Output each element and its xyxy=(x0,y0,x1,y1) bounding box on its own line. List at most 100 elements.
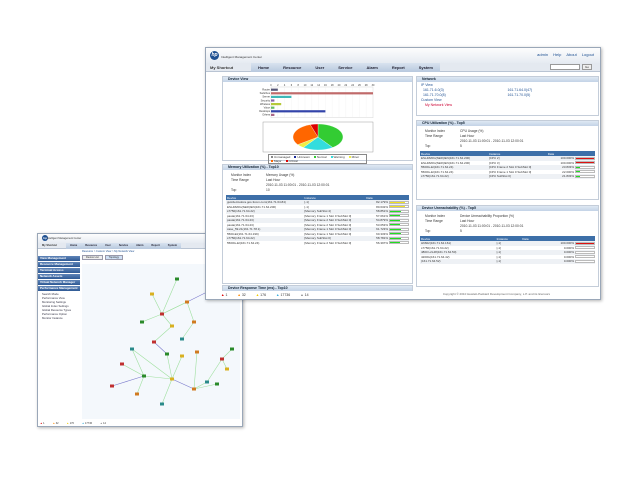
go-button[interactable]: Go xyxy=(581,64,592,70)
alarm-count[interactable]: ▲ 14 xyxy=(300,293,308,297)
tab-alarm[interactable]: Alarm xyxy=(366,65,378,70)
table-row[interactable]: pasta(161.71.64.23) [Memory Frame 1 Slot … xyxy=(226,214,409,219)
table-row[interactable]: case_59.21(161.71.78.1) [Memory Frame 1 S… xyxy=(226,227,409,232)
column-header[interactable]: Device xyxy=(420,151,488,156)
alarm-count[interactable]: ▲ 1 xyxy=(40,422,45,425)
column-header[interactable]: Instance xyxy=(495,236,522,241)
device-cell[interactable]: 5500G-EI(161.71.64.24) xyxy=(421,169,454,174)
tab-system[interactable]: System xyxy=(167,244,178,247)
device-cell[interactable]: 5500G-EI(161.71.64.24) xyxy=(227,240,260,245)
table-row[interactable]: (161.71.64.52) [-1] 0.000% xyxy=(420,259,595,264)
tab-home[interactable]: Home xyxy=(70,244,78,247)
sidebar-section[interactable]: Resource Management xyxy=(38,262,80,267)
alarm-count[interactable]: ▲ 176 xyxy=(256,293,266,297)
table-row[interactable]: 4200G(161.71.64.42) [-1] 0.000% xyxy=(420,255,595,260)
sidebar-section[interactable]: Performance Management xyxy=(38,286,80,291)
custom-view-link[interactable]: Custom View xyxy=(421,98,442,102)
device-cell[interactable]: 4800 L2L48(161.71.64.50) xyxy=(420,250,496,255)
table-row[interactable]: 4800 L2L48(161.71.64.50) [-1] 0.000% xyxy=(420,250,595,255)
alarm-count[interactable]: ▲ 1 xyxy=(221,293,227,297)
column-header[interactable]: Data xyxy=(365,195,409,200)
ip-view-link[interactable]: IP View xyxy=(421,83,433,87)
tab-home[interactable]: Home xyxy=(258,65,270,70)
alarm-count[interactable]: ▲ 32 xyxy=(53,422,59,425)
sidebar-item[interactable]: Performance Option xyxy=(42,312,68,316)
table-row[interactable]: 5500G-EI(161.71.64.24) [Memory Frame 2 Sl… xyxy=(226,241,409,246)
column-header[interactable]: Data xyxy=(521,236,595,241)
tab-resource[interactable]: Resource xyxy=(283,65,302,70)
device-cell[interactable]: ESL4820G(SER)/EN(161.71.64.200) xyxy=(227,204,277,209)
device-cell[interactable]: H6602(161.71.64.161) xyxy=(420,241,496,246)
alarm-count[interactable]: ▲ 176 xyxy=(67,422,74,425)
device-cell[interactable]: ESL4820G(SER)/EN(161.71.64.200) xyxy=(420,156,488,161)
alarm-count[interactable]: ▲ 17736 xyxy=(276,293,290,297)
logout-link[interactable]: Logout xyxy=(581,52,594,57)
table-row[interactable]: ESL4820G(SER)/EN(161.71.64.200) [-1] 80.63… xyxy=(226,205,409,210)
sidebar-section[interactable]: Terminal Access xyxy=(38,268,80,273)
column-header[interactable]: Instance xyxy=(303,195,366,200)
subnet-link[interactable]: 161.71.70.0(8) xyxy=(423,93,446,97)
tab-user[interactable]: User xyxy=(105,244,111,247)
table-row[interactable]: s7750(161.71.64.22) [Memory SubSlot 4] 58.… xyxy=(226,209,409,214)
alarm-count[interactable]: ▲ 17736 xyxy=(82,422,92,425)
column-header[interactable]: Device xyxy=(226,195,304,200)
table-row[interactable]: guizdel-fedora.gos.3com.com(161.71.64.84… xyxy=(226,200,409,205)
tab-user[interactable]: User xyxy=(315,65,325,70)
sidebar-item[interactable]: Search Mode xyxy=(42,292,59,296)
table-row[interactable]: pasta(161.71.64.23) [Memory Frame 2 Slot … xyxy=(226,223,409,228)
my-shortcut[interactable]: My Shortcut xyxy=(42,244,57,247)
subnet-link[interactable]: 161.71.6.0(3) xyxy=(423,88,444,92)
my-network-view-link[interactable]: My Network View xyxy=(425,103,452,107)
device-cell[interactable]: s7750(161.71.64.22) xyxy=(420,174,488,179)
table-row[interactable]: 5500-EI(161.71.64.199) [Memory Frame 1 Sl… xyxy=(226,232,409,237)
tab-resource[interactable]: Resource xyxy=(85,244,98,247)
view-tab[interactable]: Device List xyxy=(82,255,103,260)
subnet-link[interactable]: 161.71.70.0(5) xyxy=(507,93,531,97)
table-row[interactable]: s7750(161.71.64.22) [-1] 0.000% xyxy=(420,246,595,251)
search-input[interactable] xyxy=(549,64,580,70)
device-cell[interactable]: s7750(161.71.64.22) xyxy=(226,209,304,214)
alarm-count[interactable]: ▲ 14 xyxy=(100,422,106,425)
table-row[interactable]: s7750(161.71.64.22) [CPU SubSlot 0] 21.833… xyxy=(420,174,595,179)
column-header[interactable]: Instance xyxy=(487,151,547,156)
about-link[interactable]: About xyxy=(566,52,577,57)
tab-report[interactable]: Report xyxy=(391,65,405,70)
sidebar-item[interactable]: Global Resource Types xyxy=(42,308,72,312)
subnet-link[interactable]: 161.71.64.0(47) xyxy=(507,88,533,92)
tab-alarm[interactable]: Alarm xyxy=(136,244,144,247)
user-link[interactable]: admin xyxy=(537,52,549,57)
sidebar-item[interactable]: Monitoring Settings xyxy=(42,300,66,304)
sidebar-section[interactable]: View Management xyxy=(38,256,80,261)
device-cell[interactable]: pasta(161.71.64.23) xyxy=(227,222,254,227)
help-link[interactable]: Help xyxy=(553,52,562,57)
table-row[interactable]: ESL4820G(SER)/EN(161.71.64.200) [CPU 2] 10… xyxy=(420,156,595,161)
sidebar-item[interactable]: Global Index Settings xyxy=(42,304,69,308)
tab-report[interactable]: Report xyxy=(151,244,160,247)
device-cell[interactable]: pasta(161.71.64.23) xyxy=(226,218,304,223)
column-header[interactable]: Data xyxy=(546,151,595,156)
my-shortcut[interactable]: My Shortcut xyxy=(210,65,234,70)
tab-service[interactable]: Service xyxy=(338,65,353,70)
device-cell[interactable]: 5500-EI(161.71.64.199) xyxy=(227,231,259,236)
device-cell[interactable]: s7750(161.71.64.22) xyxy=(226,236,304,241)
tab-service[interactable]: Service xyxy=(118,244,129,247)
device-cell[interactable]: pasta(161.71.64.23) xyxy=(227,213,254,218)
table-row[interactable]: 5500G-EI(161.71.64.24) [CPU Frame 2 Slot … xyxy=(420,165,595,170)
device-cell[interactable]: 4200G(161.71.64.42) xyxy=(421,254,450,259)
tab-system[interactable]: System xyxy=(418,65,433,70)
table-row[interactable]: pasta(161.71.64.23) [Memory Frame 2 Slot … xyxy=(226,218,409,223)
view-tab[interactable]: Topology xyxy=(104,255,124,260)
alarm-count[interactable]: ▲ 32 xyxy=(237,293,245,297)
device-cell[interactable]: 5500G-EI(161.71.64.24) xyxy=(420,165,488,170)
device-cell[interactable]: case_59.21(161.71.78.1) xyxy=(226,227,304,232)
table-row[interactable]: ESL4820G(SER)/EN(161.71.64.200) [CPU 3] 10… xyxy=(420,161,595,166)
device-cell[interactable]: guizdel-fedora.gos.3com.com(161.71.64.84… xyxy=(226,200,304,205)
column-header[interactable]: Device xyxy=(420,236,496,241)
device-cell[interactable]: s7750(161.71.64.22) xyxy=(421,245,449,250)
table-row[interactable]: s7750(161.71.64.22) [Memory SubSlot 0] 58.… xyxy=(226,236,409,241)
table-row[interactable]: 5500G-EI(161.71.64.24) [CPU Frame 1 Slot … xyxy=(420,170,595,175)
sidebar-section[interactable]: Network Assets xyxy=(38,274,80,279)
sidebar-section[interactable]: Virtual Network Manager xyxy=(38,280,80,285)
sidebar-item[interactable]: Performance View xyxy=(42,296,65,300)
sidebar-item[interactable]: Monitor Instance xyxy=(42,316,63,320)
